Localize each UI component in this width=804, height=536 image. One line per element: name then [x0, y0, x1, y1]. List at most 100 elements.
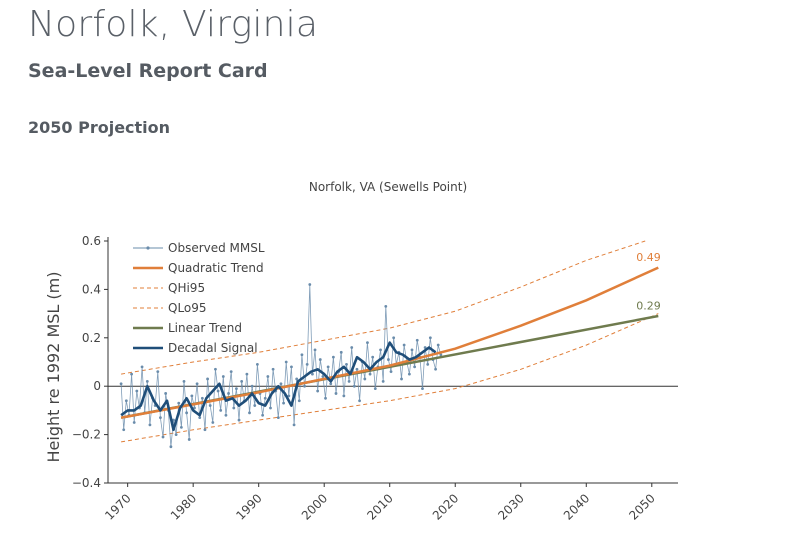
- observed-point: [439, 353, 443, 357]
- observed-point: [313, 348, 317, 352]
- x-tick-label: 2050: [626, 491, 657, 522]
- observed-point: [345, 363, 348, 366]
- observed-point: [135, 389, 139, 393]
- observed-point: [434, 367, 437, 371]
- observed-point: [352, 384, 356, 388]
- observed-point: [292, 423, 296, 427]
- observed-point: [130, 372, 133, 376]
- legend-label: Decadal Signal: [168, 341, 258, 355]
- page-title: Norfolk, Virginia: [28, 4, 319, 45]
- observed-point: [334, 392, 338, 395]
- observed-point: [428, 336, 432, 340]
- observed-point: [305, 363, 309, 366]
- observed-point: [308, 283, 312, 286]
- observed-point: [271, 367, 275, 371]
- legend-label: Quadratic Trend: [168, 261, 264, 275]
- series-quadratic-trend-line: [120, 266, 659, 419]
- observed-point: [159, 416, 162, 420]
- x-tick-label: 2000: [299, 491, 330, 522]
- observed-point: [389, 370, 393, 374]
- observed-point: [379, 348, 382, 352]
- y-tick-label: 0.2: [82, 331, 101, 345]
- observed-point: [214, 367, 217, 371]
- legend-label: Observed MMSL: [168, 241, 265, 255]
- observed-point: [169, 445, 173, 449]
- observed-point: [300, 353, 304, 357]
- legend-label: Linear Trend: [168, 321, 242, 335]
- observed-point: [248, 411, 251, 415]
- observed-point: [415, 338, 419, 342]
- legend: Observed MMSL Quadratic Trend QHi95 QLo95 Li…: [133, 241, 265, 355]
- observed-point: [421, 387, 424, 391]
- observed-point: [174, 433, 178, 436]
- observed-point: [392, 336, 396, 340]
- observed-point: [366, 341, 369, 345]
- observed-point: [195, 382, 199, 386]
- legend-label: QLo95: [168, 301, 207, 315]
- observed-point: [140, 365, 144, 369]
- observed-point: [363, 377, 367, 381]
- observed-point: [161, 435, 165, 439]
- observed-point: [426, 363, 430, 366]
- observed-point: [413, 365, 417, 369]
- projection-section-heading: 2050 Projection: [28, 118, 171, 137]
- observed-point: [145, 379, 149, 383]
- observed-point: [216, 389, 220, 393]
- observed-point: [287, 394, 291, 398]
- y-tick-label: −0.4: [72, 476, 101, 490]
- observed-point: [219, 409, 223, 412]
- observed-point: [297, 399, 301, 403]
- observed-point: [185, 411, 189, 415]
- report-card-subtitle: Sea-Level Report Card: [28, 60, 268, 82]
- observed-point: [119, 382, 123, 386]
- x-tick-label: 2010: [364, 491, 395, 522]
- observed-point: [303, 384, 306, 388]
- observed-point: [263, 396, 267, 400]
- observed-point: [156, 370, 160, 374]
- observed-point: [276, 416, 280, 420]
- observed-point: [261, 413, 265, 417]
- observed-point: [321, 375, 325, 378]
- observed-point: [368, 372, 372, 376]
- end-value-label: 0.49: [636, 251, 661, 264]
- observed-point: [387, 358, 390, 361]
- observed-point: [355, 367, 359, 371]
- observed-point: [203, 428, 207, 432]
- observed-point: [208, 404, 212, 407]
- observed-point: [407, 372, 411, 376]
- observed-point: [211, 421, 215, 424]
- series-qhi95-line: [121, 240, 646, 375]
- observed-point: [182, 379, 186, 383]
- observed-point: [187, 438, 191, 441]
- legend-label: QHi95: [168, 281, 205, 295]
- observed-point: [235, 387, 238, 391]
- observed-point: [282, 401, 285, 405]
- observed-point: [245, 372, 249, 376]
- observed-point: [316, 389, 320, 393]
- x-tick-label: 1990: [233, 491, 264, 522]
- observed-point: [148, 423, 152, 427]
- observed-point: [279, 382, 283, 386]
- observed-point: [410, 348, 414, 352]
- y-tick-label: 0.4: [82, 282, 101, 296]
- observed-point: [179, 425, 183, 429]
- observed-point: [227, 392, 230, 395]
- observed-point: [250, 384, 254, 388]
- y-tick-label: 0.6: [82, 234, 101, 248]
- observed-point: [318, 358, 322, 361]
- observed-point: [295, 377, 299, 381]
- observed-point: [400, 377, 403, 381]
- observed-point: [206, 377, 209, 381]
- x-tick-label: 1970: [102, 491, 133, 522]
- observed-point: [384, 304, 388, 308]
- x-tick-label: 2020: [430, 491, 461, 522]
- observed-point: [253, 404, 257, 407]
- observed-point: [339, 350, 343, 354]
- observed-point: [331, 355, 335, 359]
- observed-point: [255, 363, 259, 366]
- observed-point: [232, 406, 236, 410]
- observed-point: [373, 387, 377, 391]
- observed-point: [381, 379, 385, 383]
- observed-point: [347, 379, 351, 383]
